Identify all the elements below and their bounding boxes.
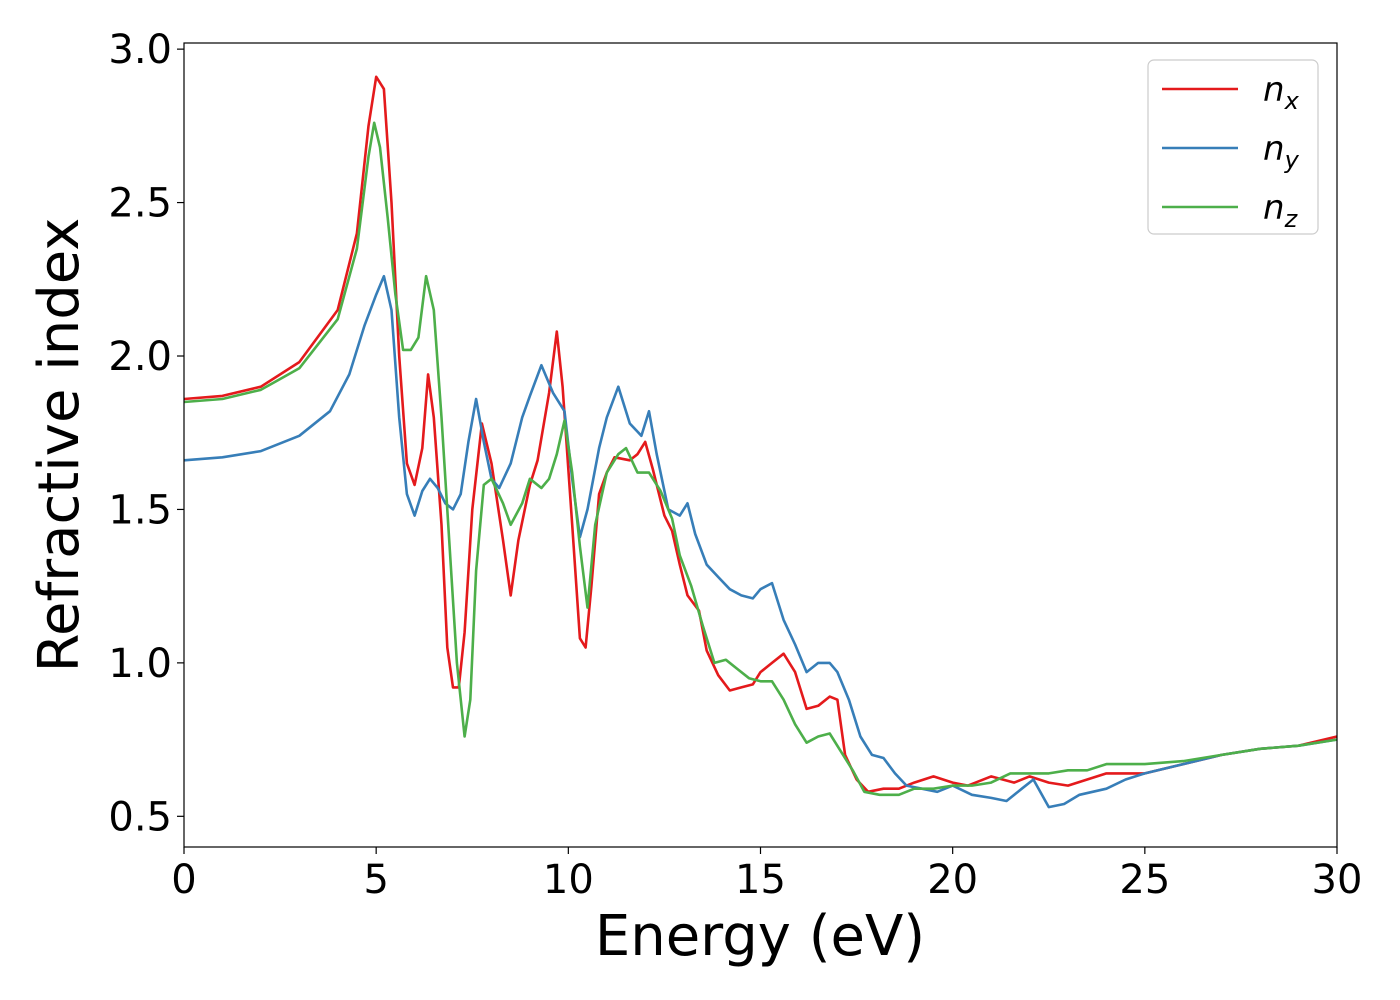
axes-layer: 0 5 10 15 20 25 30 0.5 1.0 1.5 2.0 2.5 3.0 bbox=[108, 27, 1362, 903]
legend-label-subscript: z bbox=[1284, 205, 1299, 233]
y-axis-title: Refractive index bbox=[27, 218, 92, 673]
x-tick-label: 5 bbox=[363, 857, 388, 903]
series-line-ny bbox=[184, 274, 1337, 809]
legend-label-main: n bbox=[1263, 129, 1285, 169]
y-tick-label: 1.0 bbox=[108, 641, 172, 687]
y-tick-label: 3.0 bbox=[108, 27, 172, 73]
x-tick-label: 25 bbox=[1119, 857, 1170, 903]
x-tick-label: 0 bbox=[171, 857, 196, 903]
series-line-nx bbox=[184, 75, 1337, 794]
series-layer bbox=[184, 75, 1337, 809]
y-tick-label: 0.5 bbox=[108, 794, 172, 840]
legend-label-nz: nz bbox=[1263, 188, 1299, 233]
x-tick-label: 10 bbox=[543, 857, 594, 903]
x-tick-label: 20 bbox=[927, 857, 978, 903]
legend-label-subscript: y bbox=[1284, 146, 1300, 174]
x-tick-label: 30 bbox=[1312, 857, 1363, 903]
legend-label-main: n bbox=[1263, 188, 1285, 228]
legend-label-subscript: x bbox=[1284, 87, 1300, 115]
legend-label-nx: nx bbox=[1263, 70, 1300, 115]
y-tick-label: 1.5 bbox=[108, 487, 172, 533]
y-tick-label: 2.0 bbox=[108, 334, 172, 380]
x-axis-title: Energy (eV) bbox=[595, 904, 925, 969]
legend-label-ny: ny bbox=[1263, 129, 1300, 174]
series-line-nz bbox=[184, 121, 1337, 797]
legend-label-main: n bbox=[1263, 70, 1285, 110]
x-tick-label: 15 bbox=[735, 857, 786, 903]
y-tick-label: 2.5 bbox=[108, 181, 172, 227]
